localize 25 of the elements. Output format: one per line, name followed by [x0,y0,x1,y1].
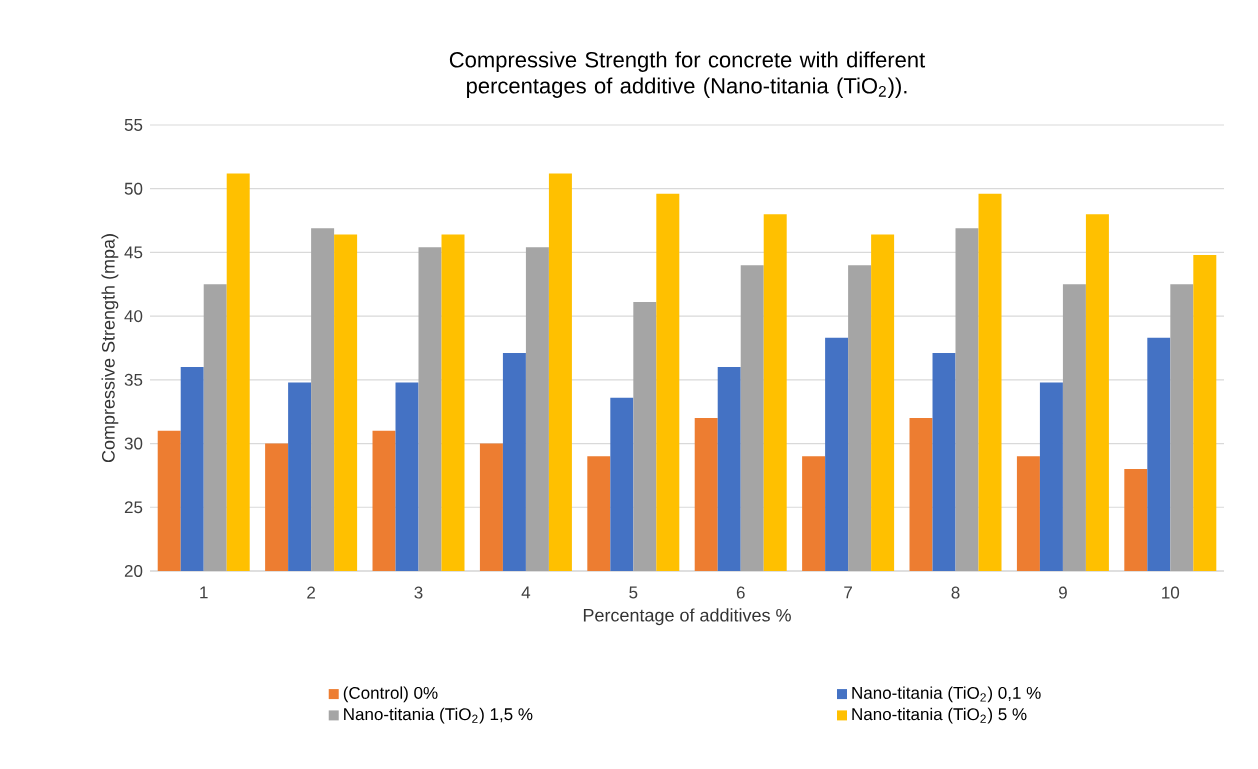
x-tick-label: 4 [521,586,531,599]
y-tick-label: 20 [124,564,143,577]
y-tick-label: 55 [124,119,143,131]
x-tick-label: 9 [1058,586,1067,599]
x-axis-title: Percentage of additives % [583,608,791,626]
x-tick-label: 5 [629,586,638,599]
x-tick-label: 2 [307,586,315,599]
y-tick-label: 50 [124,182,143,195]
x-tick-label: 1 [200,586,208,599]
y-tick-label: 35 [124,373,143,386]
chart-title: Compressive Strength for concrete with different percentages of additive (Nano-titania (TiO$_{2}$)). [449,51,926,98]
y-tick-label: 45 [124,246,143,259]
x-tick-label: 7 [844,586,852,599]
x-tick-label: 6 [736,586,745,599]
legend-label: (Control) 0% [343,686,438,703]
x-tick-label: 3 [414,586,423,599]
legend-label: Nano-titania (TiO$_{2}$) 0,1 % [852,686,1041,703]
legend-label: Nano-titania (TiO$_{2}$) 5 % [852,707,1027,724]
y-tick-label: 25 [124,501,143,514]
y-tick-label: 40 [124,310,143,323]
y-tick-label: 30 [124,437,143,450]
y-axis-title: Compressive Strength (mpa) [101,234,119,463]
x-tick-label: 8 [951,586,960,599]
legend-label: Nano-titania (TiO$_{2}$) 1,5 % [344,707,533,724]
x-tick-label: 10 [1162,586,1180,599]
